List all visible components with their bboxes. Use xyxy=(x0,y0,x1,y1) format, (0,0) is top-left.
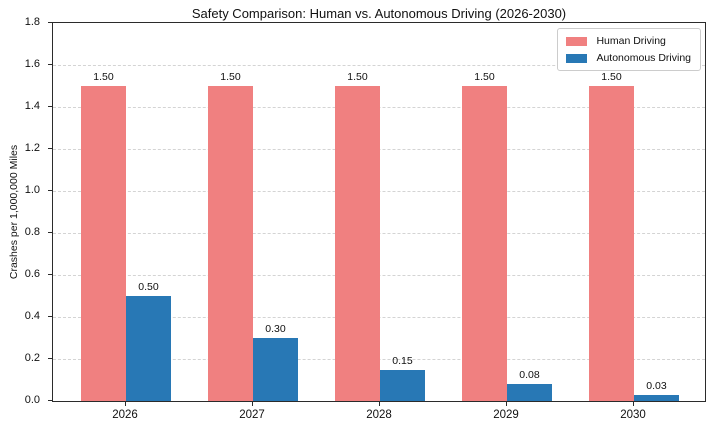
ytick-mark-0.6 xyxy=(48,274,52,275)
xtick-mark-2026 xyxy=(125,402,126,406)
legend-label-human-driving: Human Driving xyxy=(596,35,666,47)
bar-autonomous-driving-2030 xyxy=(634,394,679,401)
xtick-label-2026: 2026 xyxy=(112,409,138,421)
ytick-label-0.2: 0.2 xyxy=(24,352,40,364)
xtick-label-2030: 2030 xyxy=(620,409,646,421)
ytick-mark-1.4 xyxy=(48,106,52,107)
legend-item-human-driving: Human Driving xyxy=(566,35,691,47)
bar-value-label-autonomous-driving-2029: 0.08 xyxy=(519,369,540,382)
legend-swatch-human-driving xyxy=(566,36,588,46)
xtick-mark-2028 xyxy=(379,402,380,406)
bar-value-label-autonomous-driving-2030: 0.03 xyxy=(646,379,667,392)
y-axis: 0.0 0.2 0.4 0.6 0.8 1.0 1.2 1.4 1.6 1.8 xyxy=(0,16,52,406)
bar-autonomous-driving-2027 xyxy=(253,338,298,401)
bar-value-label-human-driving-2027: 1.50 xyxy=(220,71,241,83)
bar-value-label-autonomous-driving-2028: 0.15 xyxy=(392,354,413,367)
plot-area: Human Driving Autonomous Driving 1.50 0.5… xyxy=(52,22,706,402)
bar-value-label-autonomous-driving-2026: 0.50 xyxy=(138,281,159,293)
ytick-label-1.4: 1.4 xyxy=(24,100,40,112)
ytick-label-0.8: 0.8 xyxy=(24,226,40,238)
bar-value-label-human-driving-2026: 1.50 xyxy=(93,71,114,83)
bar-autonomous-driving-2028 xyxy=(380,369,425,401)
ytick-mark-0.4 xyxy=(48,316,52,317)
legend-swatch-autonomous-driving xyxy=(566,53,588,63)
ytick-mark-1.6 xyxy=(48,64,52,65)
ytick-mark-0.2 xyxy=(48,358,52,359)
ytick-label-1.2: 1.2 xyxy=(24,142,40,154)
bar-human-driving-2030 xyxy=(589,86,634,401)
xtick-mark-2030 xyxy=(633,402,634,406)
legend-item-autonomous-driving: Autonomous Driving xyxy=(566,52,691,64)
ytick-mark-1.2 xyxy=(48,148,52,149)
bar-human-driving-2028 xyxy=(335,86,380,401)
ytick-label-0.4: 0.4 xyxy=(24,310,40,322)
ytick-label-0.0: 0.0 xyxy=(24,394,40,406)
ytick-label-1.0: 1.0 xyxy=(24,184,40,196)
legend-label-autonomous-driving: Autonomous Driving xyxy=(596,52,691,64)
gridline-y-1.6 xyxy=(53,65,705,66)
bar-value-label-human-driving-2028: 1.50 xyxy=(347,71,368,83)
x-axis: 2026 2027 2028 2029 2030 xyxy=(52,402,706,432)
bar-value-label-autonomous-driving-2027: 0.30 xyxy=(265,323,286,335)
ytick-label-0.6: 0.6 xyxy=(24,268,40,280)
bar-human-driving-2026 xyxy=(81,86,126,401)
xtick-mark-2027 xyxy=(252,402,253,406)
bar-human-driving-2029 xyxy=(462,86,507,401)
ytick-mark-1.8 xyxy=(48,22,52,23)
legend: Human Driving Autonomous Driving xyxy=(557,28,701,71)
ytick-label-1.8: 1.8 xyxy=(24,16,40,28)
ytick-mark-1.0 xyxy=(48,190,52,191)
ytick-mark-0.0 xyxy=(48,400,52,401)
ytick-label-1.6: 1.6 xyxy=(24,58,40,70)
bar-autonomous-driving-2026 xyxy=(126,296,171,401)
bar-human-driving-2027 xyxy=(208,86,253,401)
bar-value-label-human-driving-2029: 1.50 xyxy=(474,71,495,83)
xtick-label-2028: 2028 xyxy=(366,409,392,421)
xtick-label-2027: 2027 xyxy=(239,409,265,421)
chart-title: Safety Comparison: Human vs. Autonomous … xyxy=(191,6,567,21)
bar-value-label-human-driving-2030: 1.50 xyxy=(601,71,622,83)
xtick-label-2029: 2029 xyxy=(493,409,519,421)
bar-autonomous-driving-2029 xyxy=(507,384,552,401)
ytick-mark-0.8 xyxy=(48,232,52,233)
xtick-mark-2029 xyxy=(506,402,507,406)
